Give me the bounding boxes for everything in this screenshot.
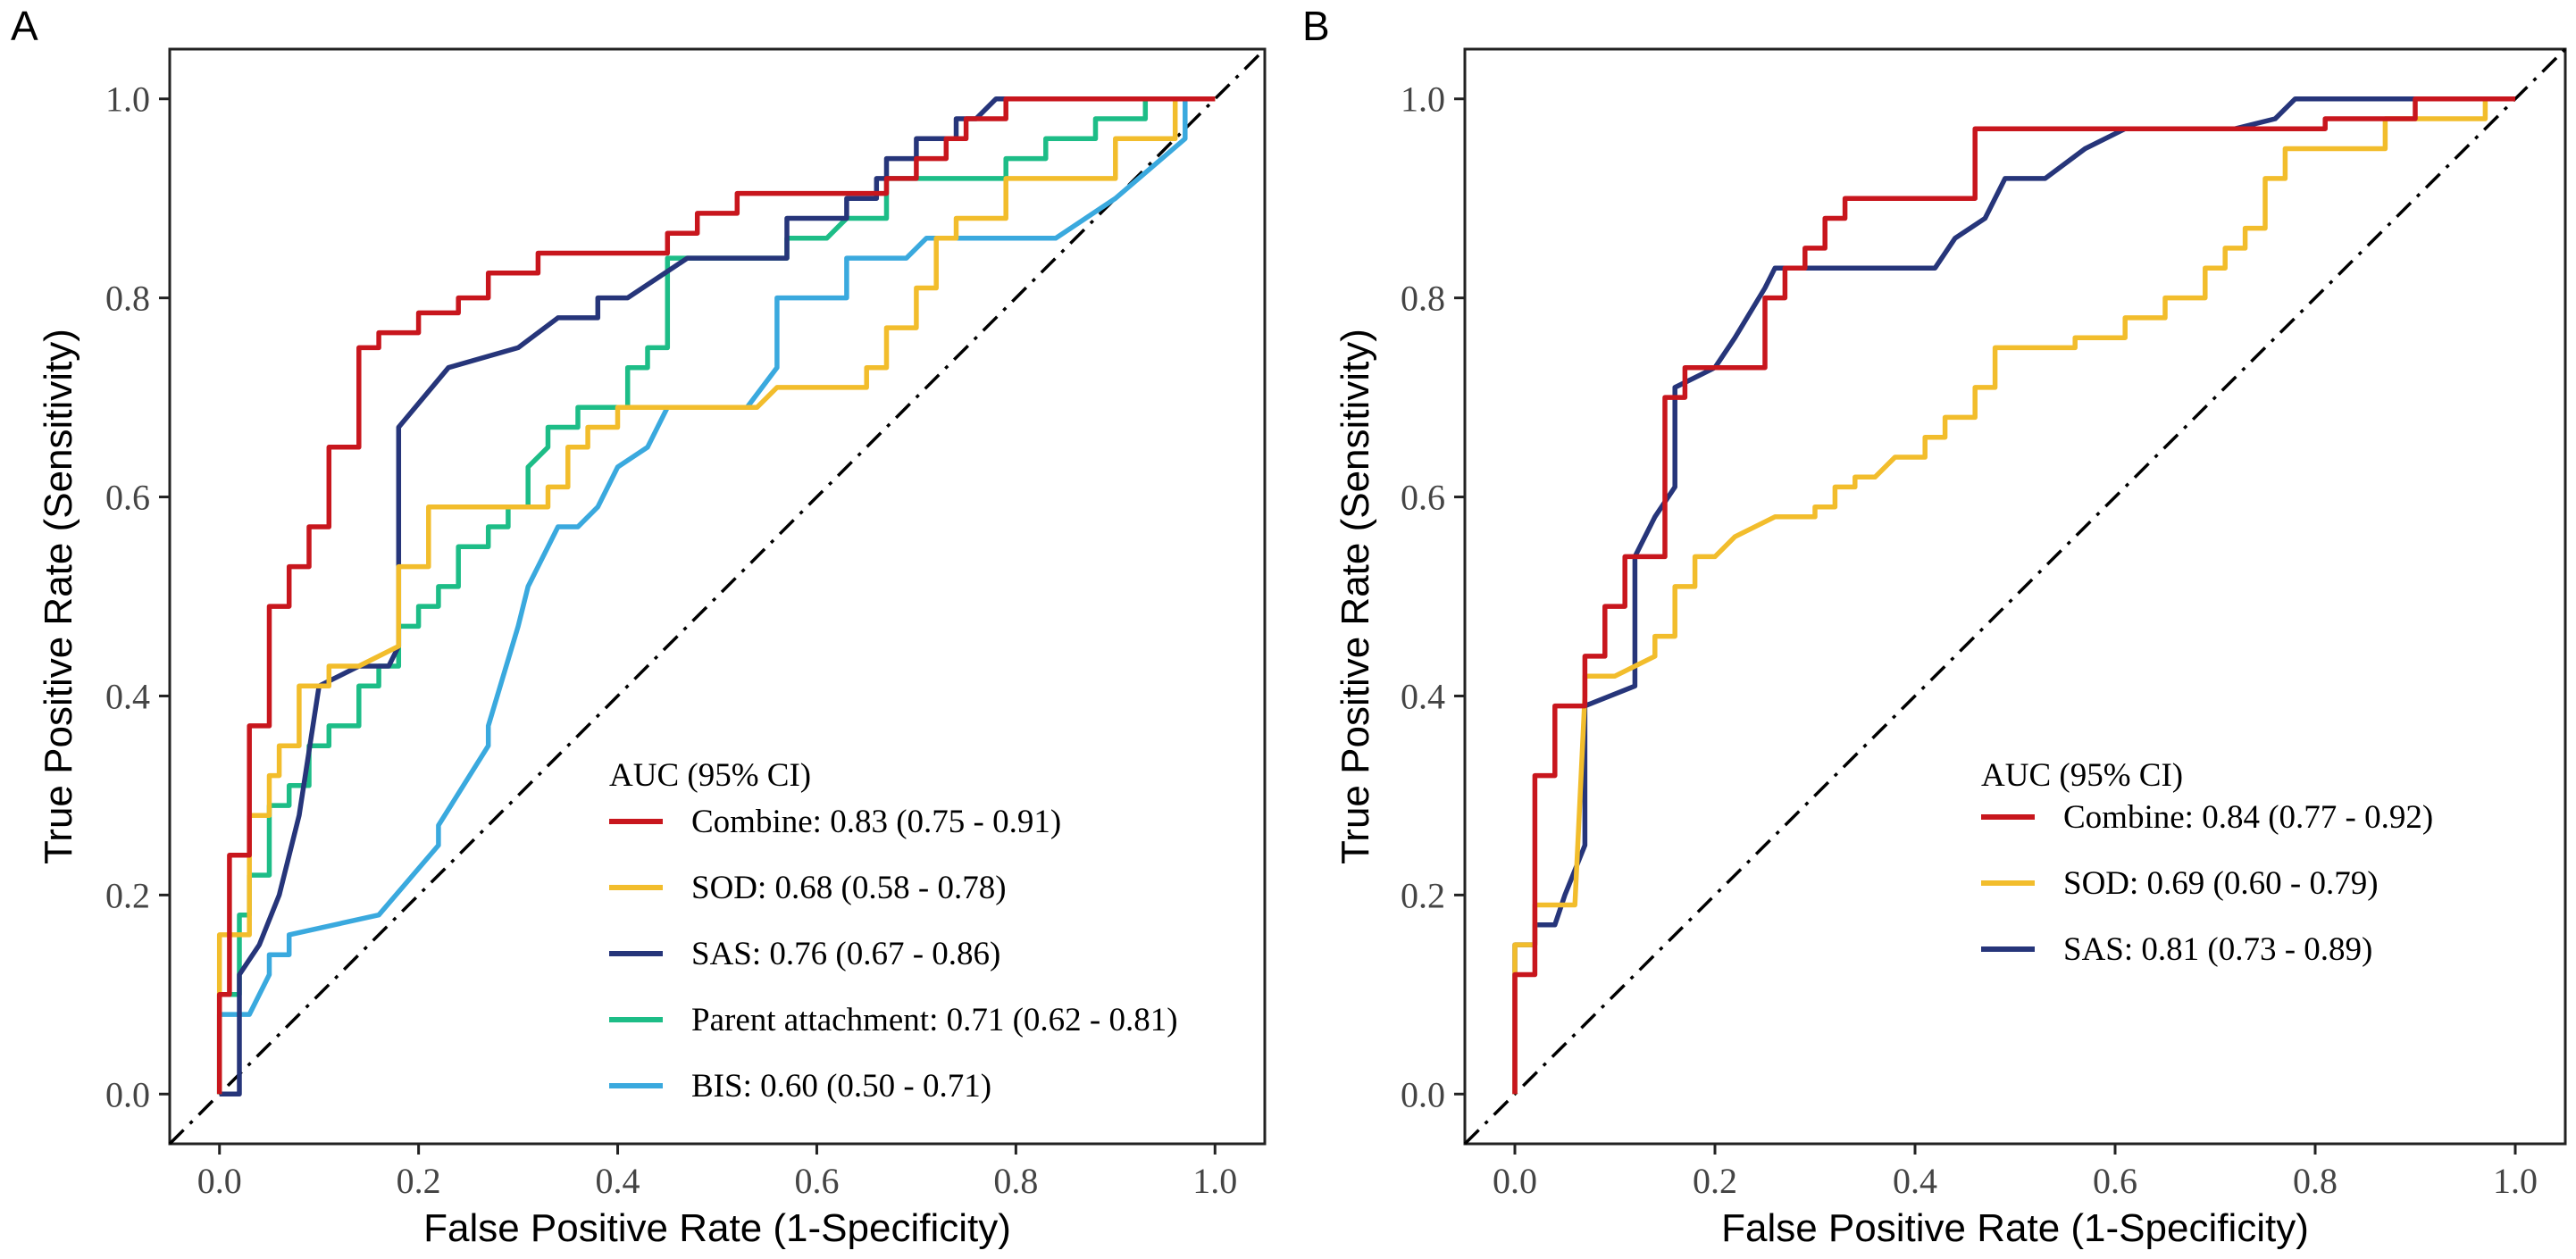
panel-b-x-axis-title: False Positive Rate (1-Specificity) bbox=[1721, 1206, 2309, 1250]
roc-curve-bis bbox=[216, 96, 1216, 1095]
legend-label-bis: BIS: 0.60 (0.50 - 0.71) bbox=[691, 1068, 991, 1105]
x-tick-label: 0.2 bbox=[397, 1161, 441, 1201]
roc-curve-combine bbox=[1512, 96, 2515, 1095]
x-tick-label: 0.4 bbox=[1893, 1161, 1937, 1201]
x-tick-label: 1.0 bbox=[2493, 1161, 2538, 1201]
roc-curve-sod bbox=[216, 96, 1216, 1095]
x-tick-label: 0.0 bbox=[1493, 1161, 1537, 1201]
x-tick-label: 0.8 bbox=[2293, 1161, 2338, 1201]
panel-b-legend: AUC (95% CI) Combine: 0.84 (0.77 - 0.92)… bbox=[1981, 757, 2433, 968]
panel-b-series-layer bbox=[1512, 96, 2515, 1095]
x-tick-label: 0.4 bbox=[596, 1161, 640, 1201]
y-tick-label: 0.0 bbox=[1401, 1074, 1445, 1114]
panel-a-y-axis-title: True Positive Rate (Sensitivity) bbox=[37, 329, 80, 864]
y-tick-label: 0.2 bbox=[105, 875, 150, 915]
panel-b-ticks: 0.0 0.2 0.4 0.6 0.8 1.0 0.0 0.2 0.4 0.6 0.8 1.0 bbox=[1401, 79, 2538, 1201]
roc-curve-combine bbox=[216, 96, 1216, 1095]
legend-label-sas: SAS: 0.81 (0.73 - 0.89) bbox=[2063, 931, 2372, 968]
x-tick-label: 1.0 bbox=[1192, 1161, 1237, 1201]
x-tick-label: 0.2 bbox=[1693, 1161, 1737, 1201]
x-tick-label: 0.8 bbox=[993, 1161, 1038, 1201]
roc-curve-parent-attachment bbox=[216, 96, 1216, 1095]
panel-a-series-layer bbox=[216, 96, 1216, 1097]
x-tick-label: 0.6 bbox=[2093, 1161, 2137, 1201]
legend-label-sod: SOD: 0.68 (0.58 - 0.78) bbox=[691, 870, 1007, 906]
panel-b: B 0.0 0.2 0.4 0.6 0.8 1.0 0.0 0.2 0.4 0.6 0.8 1.0 F… bbox=[1302, 3, 2567, 1250]
legend-label-combine: Combine: 0.83 (0.75 - 0.91) bbox=[691, 804, 1061, 840]
y-tick-label: 0.8 bbox=[1401, 279, 1445, 319]
y-tick-label: 0.0 bbox=[105, 1074, 150, 1114]
x-tick-label: 0.0 bbox=[197, 1161, 242, 1201]
panel-a-legend: AUC (95% CI) Combine: 0.83 (0.75 - 0.91)… bbox=[609, 757, 1178, 1105]
panel-b-reference-diagonal bbox=[1463, 47, 2567, 1146]
legend-label-parent-attachment: Parent attachment: 0.71 (0.62 - 0.81) bbox=[691, 1002, 1178, 1038]
y-tick-label: 0.4 bbox=[1401, 676, 1445, 716]
panel-a: A 0.0 0.2 0.4 0.6 0.8 1.0 0.0 0.2 0.4 0.6 0.8 1.0 F… bbox=[11, 3, 1267, 1250]
panel-b-plot-border bbox=[1463, 47, 2567, 1146]
legend-label-sod: SOD: 0.69 (0.60 - 0.79) bbox=[2063, 865, 2379, 902]
panel-b-letter: B bbox=[1302, 3, 1330, 49]
roc-curve-sas bbox=[219, 96, 1216, 1097]
panel-b-y-axis-title: True Positive Rate (Sensitivity) bbox=[1334, 329, 1377, 864]
legend-label-sas: SAS: 0.76 (0.67 - 0.86) bbox=[691, 936, 1000, 972]
panel-a-legend-title: AUC (95% CI) bbox=[609, 757, 811, 794]
panel-a-ticks: 0.0 0.2 0.4 0.6 0.8 1.0 0.0 0.2 0.4 0.6 0.8 1.0 bbox=[105, 79, 1237, 1201]
y-tick-label: 0.6 bbox=[105, 478, 150, 518]
panel-a-x-axis-title: False Positive Rate (1-Specificity) bbox=[423, 1206, 1011, 1250]
y-tick-label: 0.2 bbox=[1401, 875, 1445, 915]
y-tick-label: 1.0 bbox=[105, 79, 150, 120]
y-tick-label: 0.4 bbox=[105, 676, 150, 716]
panel-a-reference-diagonal bbox=[168, 47, 1267, 1146]
panel-b-legend-title: AUC (95% CI) bbox=[1981, 757, 2183, 794]
panel-a-plot-border bbox=[168, 47, 1267, 1146]
x-tick-label: 0.6 bbox=[794, 1161, 839, 1201]
legend-label-combine: Combine: 0.84 (0.77 - 0.92) bbox=[2063, 799, 2433, 836]
roc-curve-sas bbox=[1512, 96, 2515, 1095]
panel-a-letter: A bbox=[11, 3, 38, 49]
y-tick-label: 1.0 bbox=[1401, 79, 1445, 120]
y-tick-label: 0.6 bbox=[1401, 478, 1445, 518]
roc-curve-sod bbox=[1512, 96, 2515, 1095]
y-tick-label: 0.8 bbox=[105, 279, 150, 319]
